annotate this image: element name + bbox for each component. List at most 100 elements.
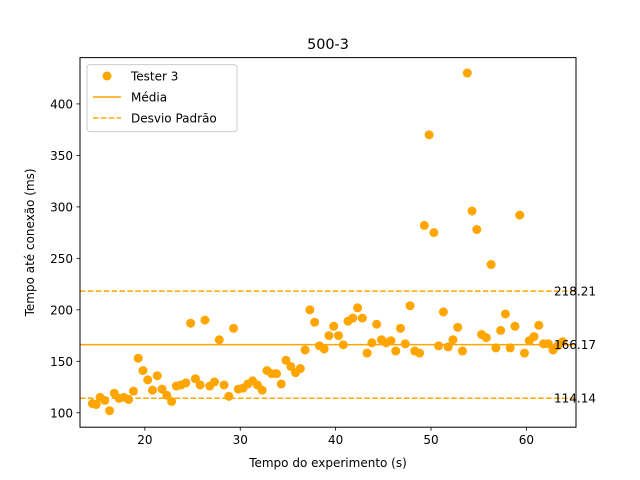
data-point xyxy=(209,377,219,387)
x-tick-label: 60 xyxy=(519,433,534,447)
y-tick-label: 200 xyxy=(50,303,73,317)
data-point xyxy=(229,323,239,333)
data-point xyxy=(195,380,205,390)
data-point xyxy=(348,313,358,323)
data-point xyxy=(276,379,286,389)
y-tick-label: 400 xyxy=(50,97,73,111)
reference-line-label: 218.21 xyxy=(554,285,596,299)
data-point xyxy=(271,369,281,379)
y-tick-label: 350 xyxy=(50,149,73,163)
data-point xyxy=(162,390,172,400)
data-point xyxy=(329,321,339,331)
data-point xyxy=(286,361,296,371)
data-point xyxy=(224,391,234,401)
data-point xyxy=(467,206,477,216)
data-point xyxy=(457,346,467,356)
data-point xyxy=(429,228,439,238)
data-point xyxy=(157,384,167,394)
data-point xyxy=(138,366,148,376)
data-point xyxy=(324,331,334,341)
y-tick-label: 300 xyxy=(50,200,73,214)
data-points xyxy=(87,68,568,416)
x-axis-ticks: 20 30 40 50 60 xyxy=(137,427,534,447)
data-point xyxy=(453,322,463,332)
data-point xyxy=(515,210,525,220)
data-point xyxy=(424,130,434,140)
data-point xyxy=(300,345,310,355)
data-point xyxy=(481,333,491,343)
reference-line-label: 114.14 xyxy=(554,392,596,406)
data-point xyxy=(310,317,320,327)
data-point xyxy=(486,260,496,270)
legend: Tester 3 Média Desvio Padrão xyxy=(86,64,238,133)
data-point xyxy=(438,307,448,317)
data-point xyxy=(443,342,453,352)
data-point xyxy=(181,378,191,388)
data-point xyxy=(462,68,472,78)
data-point xyxy=(386,336,396,346)
data-point xyxy=(190,374,200,384)
data-point xyxy=(472,225,482,235)
data-point xyxy=(124,394,134,404)
data-point xyxy=(491,343,501,353)
legend-label-stddev: Desvio Padrão xyxy=(131,112,217,126)
data-point xyxy=(415,348,425,358)
legend-marker-icon xyxy=(102,71,112,81)
data-point xyxy=(257,385,267,395)
y-tick-label: 100 xyxy=(50,406,73,420)
data-point xyxy=(167,396,177,406)
chart-title: 500-3 xyxy=(307,37,349,53)
data-point xyxy=(519,348,529,358)
data-point xyxy=(395,323,405,333)
data-point xyxy=(333,331,343,341)
data-point xyxy=(338,340,348,350)
data-point xyxy=(448,335,458,345)
data-point xyxy=(128,386,138,396)
legend-label-mean: Média xyxy=(131,91,167,105)
data-point xyxy=(529,332,539,342)
data-point xyxy=(133,353,143,363)
data-point xyxy=(91,400,101,410)
data-point xyxy=(319,344,329,354)
data-point xyxy=(400,339,410,349)
legend-box xyxy=(86,64,238,133)
data-point xyxy=(200,315,210,325)
x-tick-label: 50 xyxy=(423,433,438,447)
data-point xyxy=(362,348,372,358)
data-point xyxy=(534,320,544,330)
data-point xyxy=(372,319,382,329)
data-point xyxy=(105,406,115,416)
data-point xyxy=(496,325,506,335)
data-point xyxy=(558,337,568,347)
x-tick-label: 30 xyxy=(233,433,248,447)
plot-frame xyxy=(79,57,577,428)
legend-label-tester: Tester 3 xyxy=(130,70,178,84)
x-tick-label: 20 xyxy=(137,433,152,447)
data-point xyxy=(295,364,305,374)
data-point xyxy=(434,341,444,351)
data-point xyxy=(391,346,401,356)
data-point xyxy=(419,220,429,230)
data-point xyxy=(353,303,363,313)
data-point xyxy=(214,335,224,345)
reference-line-labels: 218.21 166.17 114.14 xyxy=(554,285,596,406)
data-point xyxy=(143,375,153,385)
data-point xyxy=(281,355,291,365)
y-axis-ticks: 100 150 200 250 300 350 400 xyxy=(50,97,80,420)
data-point xyxy=(505,343,515,353)
data-point xyxy=(186,318,196,328)
data-point xyxy=(500,309,510,319)
y-tick-label: 150 xyxy=(50,355,73,369)
data-point xyxy=(357,313,367,323)
data-point xyxy=(405,301,415,311)
data-point xyxy=(510,321,520,331)
data-point xyxy=(219,380,229,390)
y-tick-label: 250 xyxy=(50,252,73,266)
reference-line-label: 166.17 xyxy=(554,338,596,352)
data-point xyxy=(152,371,162,381)
x-tick-label: 40 xyxy=(328,433,343,447)
data-point xyxy=(367,338,377,348)
data-point xyxy=(543,339,553,349)
data-point xyxy=(100,395,110,405)
